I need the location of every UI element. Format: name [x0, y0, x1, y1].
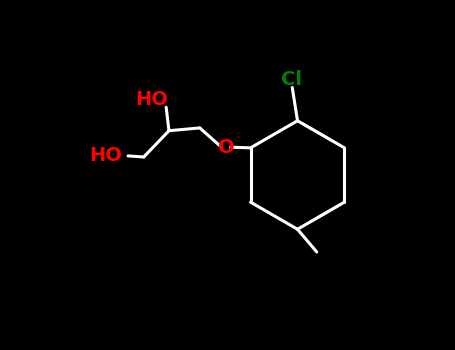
- Text: HO: HO: [89, 146, 122, 166]
- Text: HO: HO: [135, 90, 168, 109]
- Text: O: O: [217, 138, 234, 157]
- Text: Cl: Cl: [281, 70, 302, 89]
